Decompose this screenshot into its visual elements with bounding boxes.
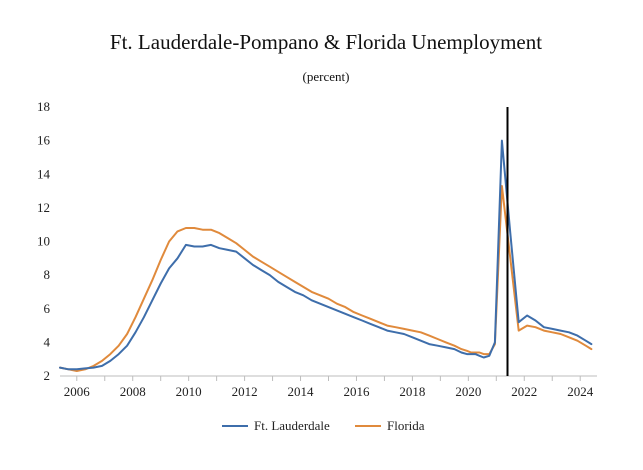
x-tick-label: 2018: [399, 384, 425, 399]
chart-title: Ft. Lauderdale-Pompano & Florida Unemplo…: [110, 30, 542, 54]
x-tick-label: 2012: [232, 384, 258, 399]
x-tick-label: 2020: [455, 384, 481, 399]
x-tick-label: 2022: [511, 384, 537, 399]
y-tick-label: 10: [37, 234, 50, 249]
y-axis: 2 4 6 8 10 12 14 16 18: [37, 99, 51, 383]
y-tick-label: 4: [44, 334, 51, 349]
x-axis: 2006 2008 2010 2012 2014 2016 2018 2020 2022 2024: [60, 375, 597, 399]
y-tick-label: 8: [44, 267, 51, 282]
x-tick-label: 2006: [64, 384, 91, 399]
legend-label: Ft. Lauderdale: [254, 418, 330, 433]
y-tick-label: 6: [44, 301, 51, 316]
x-tick-label: 2024: [567, 384, 594, 399]
y-tick-label: 12: [37, 200, 50, 215]
y-tick-label: 16: [37, 133, 51, 148]
y-tick-label: 18: [37, 99, 50, 114]
series-line-ft-lauderdale: [59, 139, 593, 371]
y-tick-label: 14: [37, 166, 51, 181]
x-tick-label: 2016: [343, 384, 370, 399]
legend-label: Florida: [387, 418, 425, 433]
y-tick-label: 2: [44, 368, 51, 383]
series-layer: [59, 139, 593, 372]
x-tick-label: 2010: [176, 384, 202, 399]
x-tick-label: 2008: [120, 384, 146, 399]
x-tick-label: 2014: [288, 384, 315, 399]
chart-subtitle: (percent): [303, 69, 350, 84]
legend: Ft. Lauderdale Florida: [222, 418, 425, 433]
series-line-florida: [59, 185, 593, 372]
